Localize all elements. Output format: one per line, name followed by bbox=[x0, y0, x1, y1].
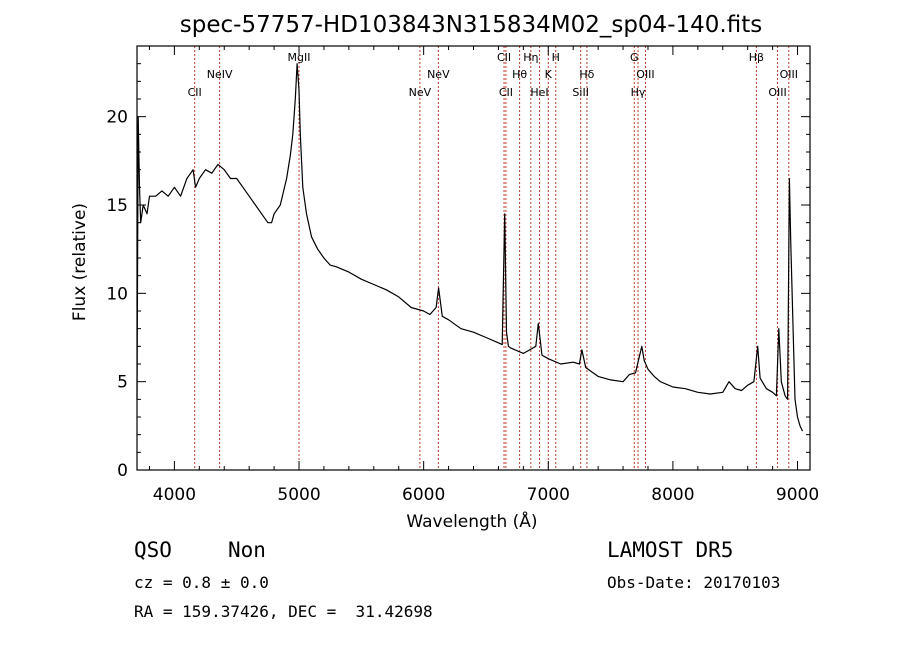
spectral-line-label: HeI bbox=[530, 86, 548, 99]
y-tick-label: 5 bbox=[117, 373, 128, 393]
y-tick-label: 10 bbox=[106, 284, 128, 304]
spectral-line-label: OIII bbox=[768, 86, 786, 99]
spectral-line-label: CII bbox=[497, 51, 511, 64]
spectral-line-label: CII bbox=[188, 86, 202, 99]
spectral-line-label: MgII bbox=[288, 51, 311, 64]
spectral-line-label: OIII bbox=[780, 68, 798, 81]
y-tick-label: 15 bbox=[106, 196, 128, 216]
x-tick-label: 4000 bbox=[153, 485, 196, 505]
spectral-line-label: Hθ bbox=[512, 68, 527, 81]
spectral-line-label: OIII bbox=[636, 68, 654, 81]
redshift-cz: cz = 0.8 ± 0.0 bbox=[134, 573, 269, 592]
y-axis-label: Flux (relative) bbox=[70, 203, 90, 321]
observation-date: Obs-Date: 20170103 bbox=[607, 573, 781, 592]
spectral-line-label: G bbox=[630, 51, 639, 64]
y-tick-label: 20 bbox=[106, 108, 128, 128]
spectrum-line bbox=[136, 63, 804, 432]
spectral-line-label: H bbox=[552, 51, 560, 64]
x-axis-ticks: 4000 5000 6000 7000 8000 9000 bbox=[148, 46, 819, 505]
y-tick-label: 0 bbox=[117, 461, 128, 481]
survey-name: LAMOST DR5 bbox=[607, 538, 734, 562]
object-class: QSO bbox=[134, 538, 172, 562]
spectral-line-label: K bbox=[545, 68, 553, 81]
x-tick-label: 6000 bbox=[402, 485, 445, 505]
spectral-line-markers bbox=[194, 46, 790, 470]
spectral-line-label: NeV bbox=[409, 86, 432, 99]
spectral-line-label: Hη bbox=[523, 51, 538, 64]
spectral-line-label: NeV bbox=[427, 68, 450, 81]
spectral-line-label: Hγ bbox=[631, 86, 646, 99]
spectral-line-labels: CIINeIVMgIINeVNeVCIICIIHθHηHeIKHSiIIHδGH… bbox=[188, 51, 798, 99]
x-tick-label: 8000 bbox=[651, 485, 694, 505]
x-tick-label: 7000 bbox=[527, 485, 570, 505]
spectral-line-label: SiII bbox=[572, 86, 589, 99]
x-axis-label: Wavelength (Å) bbox=[406, 510, 537, 532]
spectral-line-label: CII bbox=[499, 86, 513, 99]
plot-frame bbox=[136, 45, 811, 471]
spectral-line-label: Hβ bbox=[749, 51, 764, 64]
chart-title: spec-57757-HD103843N315834M02_sp04-140.f… bbox=[180, 12, 762, 38]
spectral-line-label: NeIV bbox=[207, 68, 233, 81]
ra-dec: RA = 159.37426, DEC = 31.42698 bbox=[134, 602, 433, 621]
x-tick-label: 9000 bbox=[776, 485, 819, 505]
spectral-line-label: Hδ bbox=[579, 68, 594, 81]
object-subclass: Non bbox=[228, 538, 266, 562]
y-axis-ticks: 0 5 10 15 20 bbox=[106, 63, 810, 481]
x-tick-label: 5000 bbox=[277, 485, 320, 505]
